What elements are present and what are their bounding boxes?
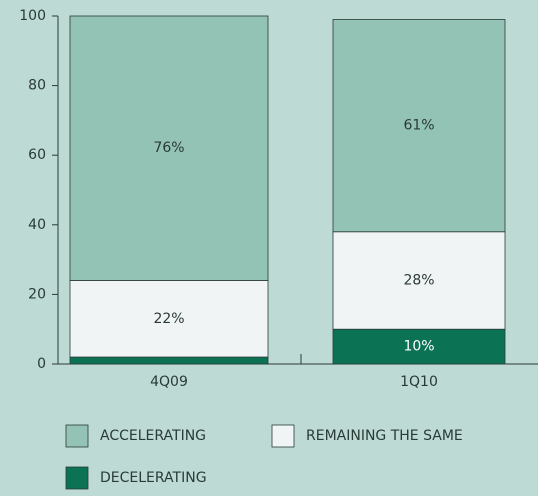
y-tick-label: 40: [28, 217, 46, 233]
data-label: 22%: [153, 311, 184, 327]
data-label: 61%: [403, 118, 434, 134]
data-label: 28%: [403, 272, 434, 288]
legend-label: DECELERATING: [100, 470, 207, 486]
bar-segment: [332, 19, 506, 233]
y-tick-label: 60: [28, 147, 46, 163]
bar-segment: [69, 15, 269, 281]
x-tick-label: 1Q10: [400, 374, 438, 390]
data-label: 76%: [153, 140, 184, 156]
y-tick-label: 100: [19, 8, 46, 24]
legend-label: REMAINING THE SAME: [306, 428, 463, 444]
x-tick-label: 4Q09: [150, 374, 188, 390]
data-label: 10%: [403, 339, 434, 355]
legend-label: ACCELERATING: [100, 428, 206, 444]
bar-segment: [332, 231, 506, 330]
legend-swatch: [65, 466, 89, 490]
legend-swatch: [65, 424, 89, 448]
legend-swatch: [271, 424, 295, 448]
bar-segment: [332, 328, 506, 365]
bar-segment: [69, 280, 269, 358]
y-tick-label: 0: [37, 356, 46, 372]
y-tick-label: 20: [28, 286, 46, 302]
y-tick-label: 80: [28, 78, 46, 94]
bar-segment: [69, 356, 269, 365]
